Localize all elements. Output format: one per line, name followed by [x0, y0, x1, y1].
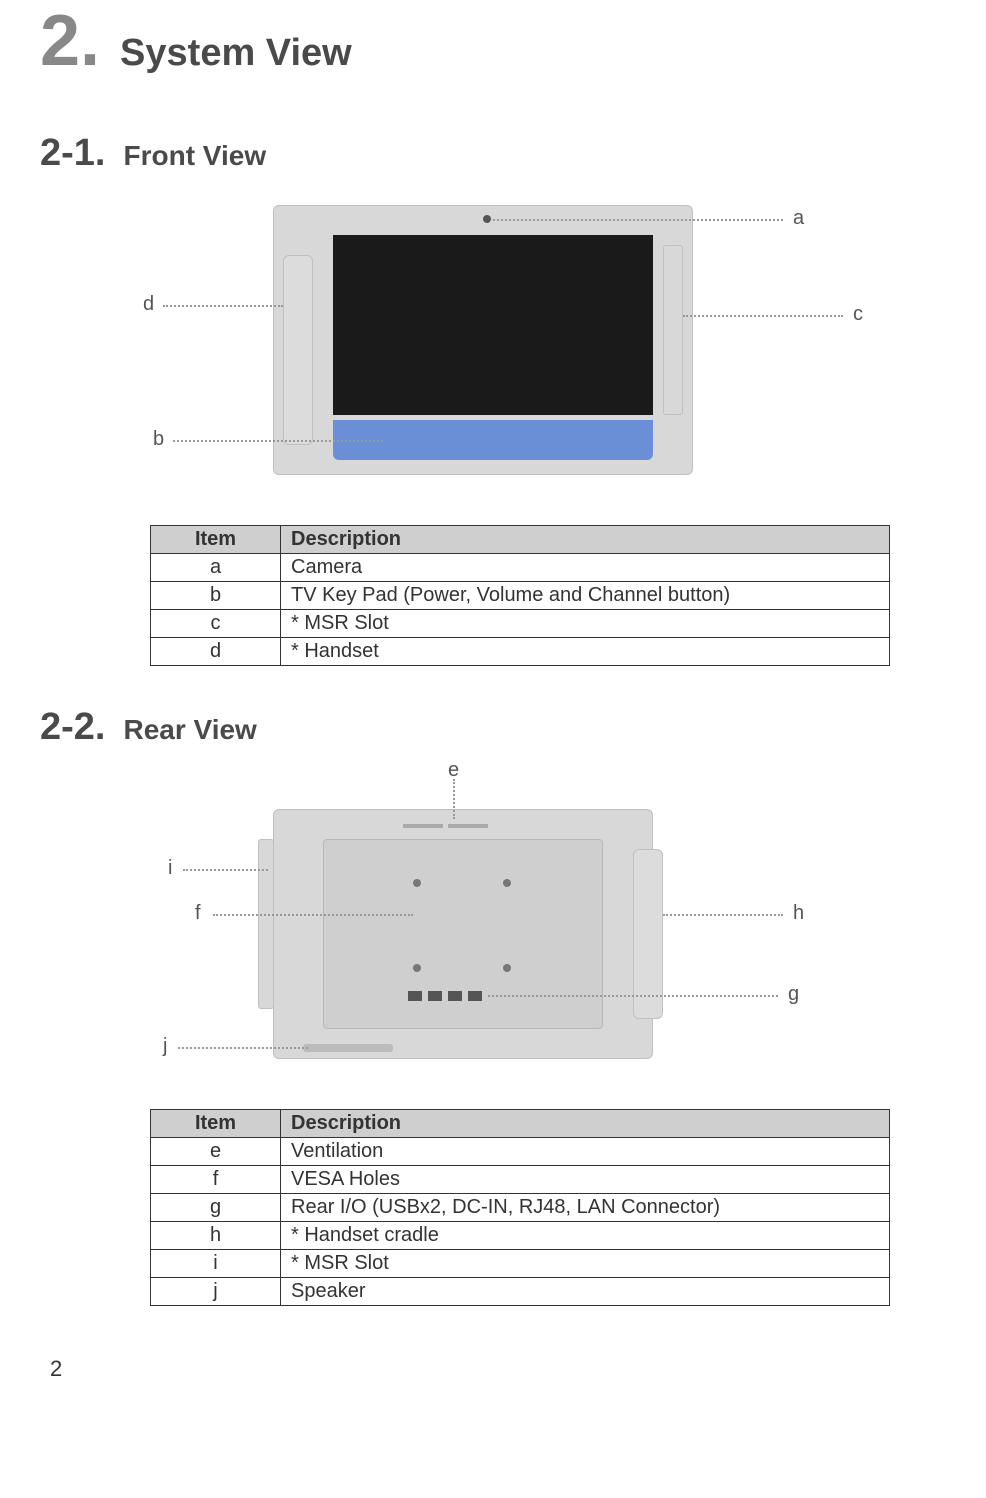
table-header-row: Item Description: [151, 526, 890, 554]
cell-desc: Ventilation: [281, 1138, 890, 1166]
section-number-rear: 2-2.: [40, 706, 105, 749]
table-row: h* Handset cradle: [151, 1222, 890, 1250]
callout-label-a: a: [793, 207, 804, 230]
cell-item: h: [151, 1222, 281, 1250]
table-row: fVESA Holes: [151, 1166, 890, 1194]
chapter-title: System View: [120, 32, 352, 75]
cell-item: a: [151, 554, 281, 582]
cell-desc: * MSR Slot: [281, 1250, 890, 1278]
cell-item: j: [151, 1278, 281, 1306]
cell-desc: Rear I/O (USBx2, DC-IN, RJ48, LAN Connec…: [281, 1194, 890, 1222]
port-icon: [408, 991, 422, 1001]
cell-desc: TV Key Pad (Power, Volume and Channel bu…: [281, 582, 890, 610]
callout-line-a: [493, 219, 783, 221]
cell-item: d: [151, 638, 281, 666]
device-screen: [333, 235, 653, 415]
callout-label-h: h: [793, 902, 804, 925]
table-row: eVentilation: [151, 1138, 890, 1166]
camera-icon: [483, 215, 491, 223]
section-title-rear: Rear View: [123, 714, 256, 746]
cell-item: c: [151, 610, 281, 638]
section-number-front: 2-1.: [40, 132, 105, 175]
port-icon: [468, 991, 482, 1001]
msr-slot-icon: [663, 245, 683, 415]
cell-desc: VESA Holes: [281, 1166, 890, 1194]
callout-line-b: [173, 440, 383, 442]
table-header-row: Item Description: [151, 1110, 890, 1138]
col-item: Item: [151, 526, 281, 554]
callout-label-f: f: [195, 902, 201, 925]
cell-desc: Speaker: [281, 1278, 890, 1306]
callout-line-g: [488, 995, 778, 997]
cell-desc: * MSR Slot: [281, 610, 890, 638]
col-item: Item: [151, 1110, 281, 1138]
col-description: Description: [281, 526, 890, 554]
col-description: Description: [281, 1110, 890, 1138]
callout-label-i: i: [168, 857, 172, 880]
callout-label-c: c: [853, 303, 863, 326]
msr-slot-rear-icon: [258, 839, 274, 1009]
cell-item: f: [151, 1166, 281, 1194]
section-title-front: Front View: [123, 140, 266, 172]
callout-line-f: [213, 914, 413, 916]
page-number: 2: [50, 1356, 946, 1382]
front-view-table: Item Description aCamera bTV Key Pad (Po…: [150, 525, 890, 666]
rear-panel: [323, 839, 603, 1029]
table-row: d* Handset: [151, 638, 890, 666]
vesa-hole-icon: [413, 879, 421, 887]
speaker-icon: [303, 1044, 393, 1052]
port-icon: [428, 991, 442, 1001]
vesa-hole-icon: [503, 879, 511, 887]
table-row: i* MSR Slot: [151, 1250, 890, 1278]
table-row: bTV Key Pad (Power, Volume and Channel b…: [151, 582, 890, 610]
vent-slot: [448, 824, 488, 828]
callout-line-j: [178, 1047, 308, 1049]
vesa-hole-icon: [413, 964, 421, 972]
callout-label-d: d: [143, 293, 154, 316]
section-heading-rear: 2-2. Rear View: [40, 706, 946, 749]
callout-line-e: [453, 779, 455, 819]
cell-desc: Camera: [281, 554, 890, 582]
handset-icon: [283, 255, 313, 445]
cell-item: e: [151, 1138, 281, 1166]
table-row: gRear I/O (USBx2, DC-IN, RJ48, LAN Conne…: [151, 1194, 890, 1222]
rear-view-diagram: e i f h g j: [103, 769, 883, 1079]
cell-desc: * Handset: [281, 638, 890, 666]
vesa-hole-icon: [503, 964, 511, 972]
cell-item: b: [151, 582, 281, 610]
callout-line-c: [683, 315, 843, 317]
cell-desc: * Handset cradle: [281, 1222, 890, 1250]
front-view-diagram: a c d b: [103, 195, 883, 495]
cell-item: g: [151, 1194, 281, 1222]
table-row: aCamera: [151, 554, 890, 582]
callout-label-b: b: [153, 428, 164, 451]
callout-label-g: g: [788, 983, 799, 1006]
callout-line-i: [183, 869, 268, 871]
callout-line-h: [663, 914, 783, 916]
table-row: jSpeaker: [151, 1278, 890, 1306]
cell-item: i: [151, 1250, 281, 1278]
port-icon: [448, 991, 462, 1001]
callout-label-j: j: [163, 1035, 167, 1058]
rear-view-table: Item Description eVentilation fVESA Hole…: [150, 1109, 890, 1306]
callout-label-e: e: [448, 759, 459, 782]
section-heading-front: 2-1. Front View: [40, 132, 946, 175]
handset-cradle-icon: [633, 849, 663, 1019]
table-row: c* MSR Slot: [151, 610, 890, 638]
chapter-heading: 2. System View: [40, 0, 946, 82]
vent-slot: [403, 824, 443, 828]
chapter-number: 2.: [40, 0, 100, 82]
callout-line-d: [163, 305, 283, 307]
